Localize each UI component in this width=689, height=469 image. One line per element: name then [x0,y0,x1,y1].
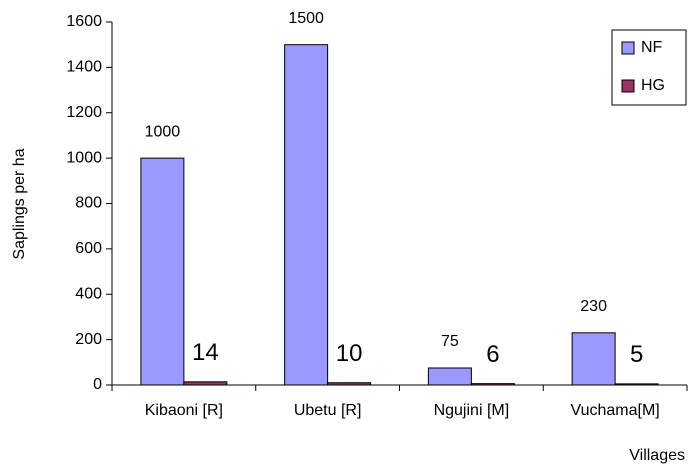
bar [284,44,329,386]
legend-swatch [621,79,635,93]
data-label: 1500 [288,10,324,27]
y-tick-label: 1600 [66,13,102,30]
data-label: 230 [580,298,607,315]
legend-label: HG [641,77,665,94]
data-label: 14 [192,339,219,366]
bar [140,157,185,386]
y-tick-label: 400 [75,285,102,302]
data-label: 5 [630,341,643,368]
legend-swatch [621,41,635,55]
x-axis-label: Villages [629,447,685,464]
data-label: 75 [441,333,459,350]
y-tick-label: 1200 [66,104,102,121]
bar [427,367,472,386]
y-axis-label: Saplings per ha [11,148,28,259]
x-tick-label: Ubetu [R] [294,402,362,419]
legend-label: NF [641,39,663,56]
x-tick-label: Ngujini [M] [434,402,510,419]
y-tick-label: 800 [75,195,102,212]
x-tick-label: Kibaoni [R] [145,402,223,419]
data-label: 6 [486,341,499,368]
data-label: 10 [336,340,363,367]
y-tick-label: 1400 [66,59,102,76]
y-tick-label: 1000 [66,149,102,166]
y-tick-label: 0 [93,376,102,393]
y-tick-label: 200 [75,331,102,348]
x-tick-label: Vuchama[M] [571,402,660,419]
data-label: 1000 [145,123,181,140]
y-tick-label: 600 [75,240,102,257]
bar [571,332,616,386]
